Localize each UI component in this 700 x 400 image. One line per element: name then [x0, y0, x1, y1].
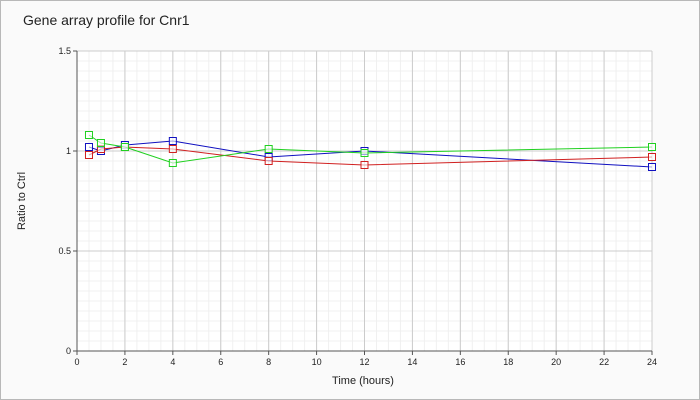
data-point-marker — [96, 139, 105, 147]
x-tick-label: 0 — [74, 357, 79, 367]
x-tick-label: 6 — [218, 357, 223, 367]
x-tick-label: 20 — [551, 357, 561, 367]
data-point-marker — [360, 161, 369, 169]
data-point-marker — [264, 157, 273, 165]
y-tick-label: 0 — [66, 346, 71, 356]
x-tick-label: 12 — [359, 357, 369, 367]
x-tick-label: 18 — [503, 357, 513, 367]
data-point-marker — [168, 159, 177, 167]
data-point-marker — [168, 137, 177, 145]
series-layer — [84, 131, 656, 171]
data-point-marker — [264, 145, 273, 153]
x-tick-label: 14 — [407, 357, 417, 367]
data-point-marker — [648, 163, 656, 171]
x-tick-label: 4 — [170, 357, 175, 367]
x-tick-label: 16 — [455, 357, 465, 367]
x-tick-label: 8 — [266, 357, 271, 367]
x-tick-label: 22 — [599, 357, 609, 367]
data-point-marker — [120, 143, 129, 151]
y-tick-label: 1.5 — [58, 46, 71, 56]
series-3 — [84, 131, 656, 167]
x-tick-label: 24 — [647, 357, 657, 367]
y-axis-label: Ratio to Ctrl — [16, 172, 28, 230]
data-point-marker — [168, 145, 177, 153]
y-tick-labels: 0 0.5 1 1.5 — [58, 46, 71, 356]
x-tick-label: 2 — [122, 357, 127, 367]
data-point-marker — [84, 151, 93, 159]
y-tick-label: 1 — [66, 146, 71, 156]
data-point-marker — [648, 143, 656, 151]
data-point-marker — [84, 131, 93, 139]
chart-title: Gene array profile for Cnr1 — [23, 12, 190, 28]
data-point-marker — [84, 143, 93, 151]
x-tick-labels: 0 2 4 6 8 10 12 14 16 18 20 22 24 — [74, 357, 657, 367]
x-tick-label: 10 — [312, 357, 322, 367]
data-point-marker — [360, 149, 369, 157]
x-axis-label: Time (hours) — [332, 375, 394, 387]
y-tick-label: 0.5 — [58, 246, 71, 256]
data-point-marker — [648, 153, 656, 161]
